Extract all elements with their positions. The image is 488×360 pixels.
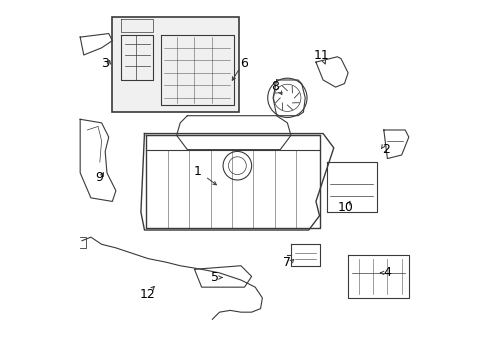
Text: 10: 10 bbox=[337, 201, 352, 214]
Text: 2: 2 bbox=[381, 143, 389, 156]
Text: 9: 9 bbox=[95, 171, 102, 184]
Bar bbox=[112, 18, 239, 112]
Text: 11: 11 bbox=[313, 49, 328, 62]
Text: 7: 7 bbox=[282, 256, 290, 269]
Text: 5: 5 bbox=[211, 271, 219, 284]
Text: 6: 6 bbox=[240, 57, 248, 71]
Text: 8: 8 bbox=[271, 80, 279, 93]
Text: 4: 4 bbox=[383, 266, 390, 279]
Text: 1: 1 bbox=[194, 165, 202, 177]
Text: 12: 12 bbox=[139, 288, 155, 301]
Text: 3: 3 bbox=[101, 57, 109, 71]
